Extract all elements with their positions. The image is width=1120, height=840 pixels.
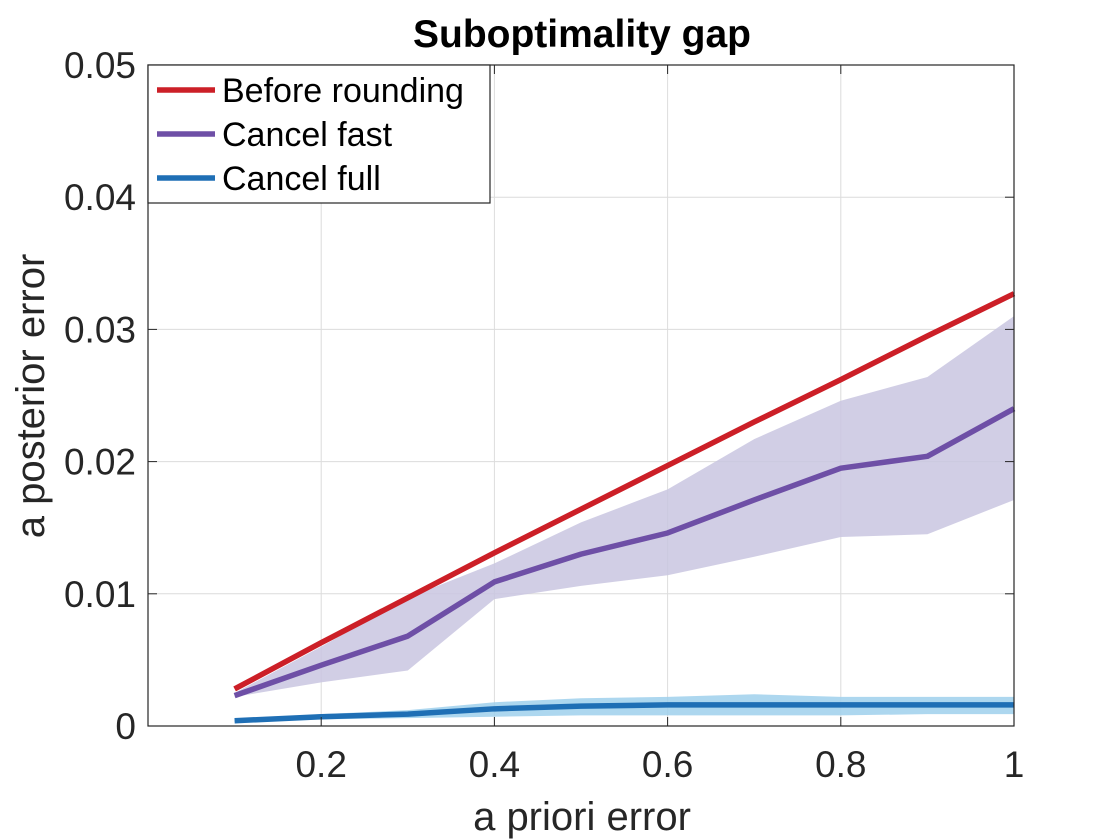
axes-frame — [147, 64, 1015, 727]
line-cancel-full — [234, 702, 1014, 724]
x-axis-label: a priori error — [473, 795, 691, 839]
y-tick-label: 0.01 — [64, 574, 136, 615]
x-tick-label: 1 — [1004, 744, 1025, 785]
legend-label-cancel-fast: Cancel fast — [222, 116, 393, 154]
axes-box — [147, 64, 1015, 727]
y-tick-label: 0.03 — [64, 309, 136, 350]
x-tick-label: 0.6 — [642, 744, 693, 785]
y-tick-label: 0.04 — [64, 177, 136, 218]
line-cancel-fast — [233, 406, 1016, 699]
band-cancel-fast — [234, 316, 1015, 697]
x-tick-label: 0.8 — [815, 744, 866, 785]
legend-label-cancel-full: Cancel full — [222, 160, 381, 198]
line-before-rounding — [233, 291, 1016, 692]
x-tick-label: 0.2 — [295, 744, 346, 785]
y-tick-label: 0.05 — [64, 45, 136, 86]
y-tick-label: 0.02 — [64, 442, 136, 483]
series-lines — [233, 291, 1016, 724]
chart-title: Suboptimality gap — [413, 13, 751, 56]
x-tick-label: 0.4 — [469, 744, 520, 785]
legend: Before rounding Cancel fast Cancel full — [147, 64, 491, 204]
y-axis-label: a posterior error — [9, 254, 53, 539]
legend-label-before-rounding: Before rounding — [222, 72, 464, 110]
y-tick-label: 0 — [115, 706, 136, 747]
tick-labels: 0.2 0.4 0.6 0.8 1 0 0.01 0.02 0.03 0.04 0.05 — [64, 45, 1024, 785]
